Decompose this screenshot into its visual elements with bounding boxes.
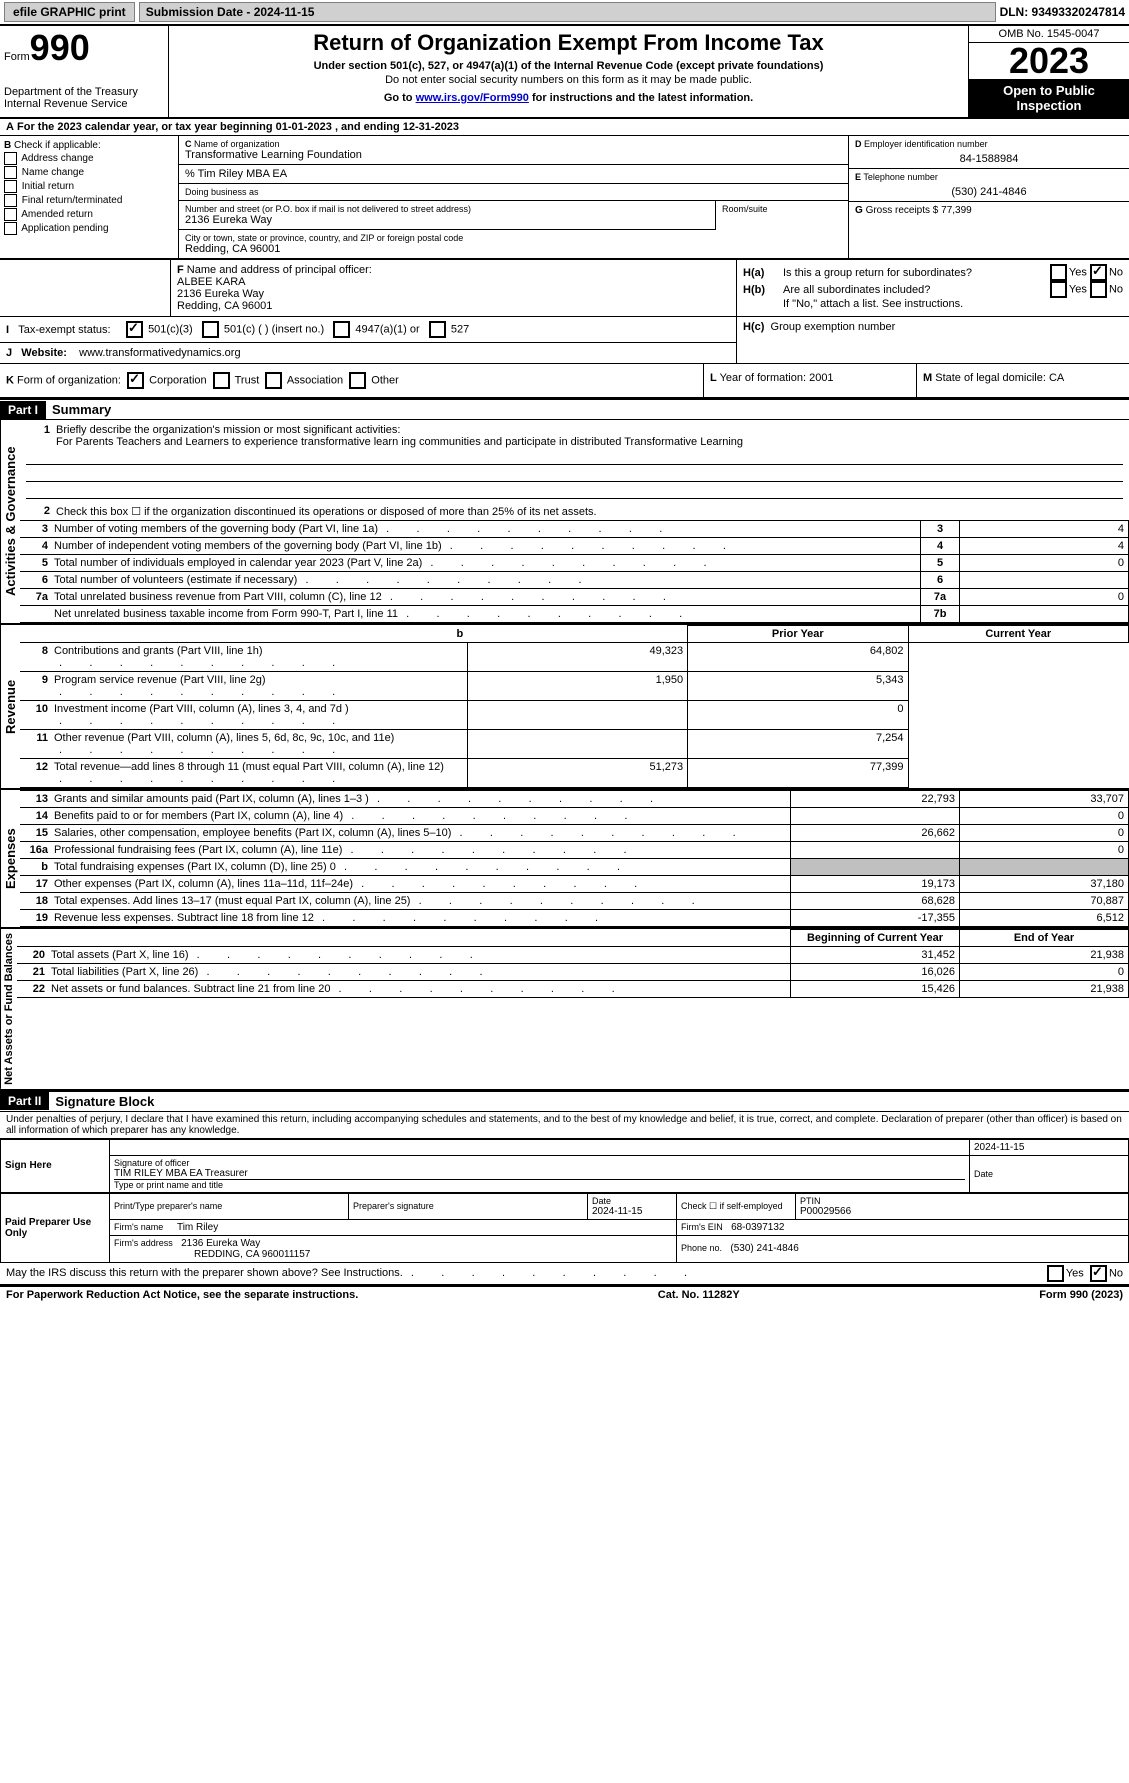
officer-addr: 2136 Eureka Way [177, 288, 730, 300]
table-row: 11Other revenue (Part VIII, column (A), … [20, 730, 1129, 759]
check-application-pending[interactable]: Application pending [4, 222, 174, 235]
table-row: 7aTotal unrelated business revenue from … [20, 589, 1129, 606]
calendar-year-row: A For the 2023 calendar year, or tax yea… [0, 119, 1129, 136]
org-name: Transformative Learning Foundation [185, 149, 842, 161]
check-501c3[interactable] [126, 321, 143, 338]
net-assets-section: Net Assets or Fund Balances Beginning of… [0, 929, 1129, 1091]
care-of: % Tim Riley MBA EA [185, 168, 842, 180]
open-to-public: Open to Public Inspection [969, 79, 1129, 117]
top-toolbar: efile GRAPHIC print Submission Date - 20… [0, 0, 1129, 26]
form-title: Return of Organization Exempt From Incom… [173, 30, 964, 56]
declaration: Under penalties of perjury, I declare th… [0, 1112, 1129, 1139]
section-klm: K Form of organization: Corporation Trus… [0, 364, 1129, 399]
firm-ein: 68-0397132 [731, 1222, 784, 1233]
part-i-body: Activities & Governance 1Briefly describ… [0, 420, 1129, 625]
table-row: 3Number of voting members of the governi… [20, 521, 1129, 538]
table-row: 15Salaries, other compensation, employee… [20, 825, 1129, 842]
info-grid: B Check if applicable: Address change Na… [0, 136, 1129, 260]
sign-here-block: Sign Here 2024-11-15 Signature of office… [0, 1139, 1129, 1193]
part-ii-header: Part II Signature Block [0, 1091, 1129, 1112]
check-4947[interactable] [333, 321, 350, 338]
table-row: 13Grants and similar amounts paid (Part … [20, 791, 1129, 808]
check-name-change[interactable]: Name change [4, 166, 174, 179]
ein: 84-1588984 [855, 149, 1123, 165]
mission-text: For Parents Teachers and Learners to exp… [26, 436, 1123, 448]
city-state-zip: Redding, CA 96001 [185, 243, 842, 255]
side-expenses: Expenses [0, 790, 20, 927]
side-net-assets: Net Assets or Fund Balances [0, 929, 17, 1089]
form-subtitle-2: Do not enter social security numbers on … [173, 74, 964, 86]
check-association[interactable] [265, 372, 282, 389]
table-row: 20Total assets (Part X, line 16) 31,4522… [17, 947, 1129, 964]
sign-date: 2024-11-15 [970, 1139, 1129, 1155]
form-header: Form990 Department of the Treasury Inter… [0, 26, 1129, 119]
paid-preparer-block: Paid Preparer Use Only Print/Type prepar… [0, 1193, 1129, 1263]
ptin: P00029566 [800, 1206, 1124, 1217]
side-revenue: Revenue [0, 625, 20, 788]
table-row: 21Total liabilities (Part X, line 26) 16… [17, 964, 1129, 981]
dln-label: DLN: 93493320247814 [1000, 5, 1125, 19]
submission-date: Submission Date - 2024-11-15 [139, 2, 996, 22]
table-row: 5Total number of individuals employed in… [20, 555, 1129, 572]
check-trust[interactable] [213, 372, 230, 389]
firm-name: Tim Riley [177, 1222, 218, 1233]
table-row: 6Total number of volunteers (estimate if… [20, 572, 1129, 589]
expenses-section: Expenses 13Grants and similar amounts pa… [0, 790, 1129, 929]
table-row: 10Investment income (Part VIII, column (… [20, 701, 1129, 730]
website: www.transformativedynamics.org [79, 347, 240, 359]
part-i-header: Part I Summary [0, 399, 1129, 420]
table-row: 8Contributions and grants (Part VIII, li… [20, 643, 1129, 672]
firm-address: 2136 Eureka Way [181, 1238, 260, 1249]
check-final-return[interactable]: Final return/terminated [4, 194, 174, 207]
department-label: Department of the Treasury Internal Reve… [4, 86, 164, 110]
officer-city: Redding, CA 96001 [177, 300, 730, 312]
table-row: Net unrelated business taxable income fr… [20, 606, 1129, 623]
check-initial-return[interactable]: Initial return [4, 180, 174, 193]
check-corporation[interactable] [127, 372, 144, 389]
check-amended-return[interactable]: Amended return [4, 208, 174, 221]
efile-button[interactable]: efile GRAPHIC print [4, 2, 135, 22]
table-row: 4Number of independent voting members of… [20, 538, 1129, 555]
side-activities: Activities & Governance [0, 420, 20, 623]
table-row: 17Other expenses (Part IX, column (A), l… [20, 876, 1129, 893]
tax-year: 2023 [969, 43, 1129, 79]
table-row: 16aProfessional fundraising fees (Part I… [20, 842, 1129, 859]
form-subtitle-1: Under section 501(c), 527, or 4947(a)(1)… [173, 60, 964, 72]
officer-name: ALBEE KARA [177, 276, 730, 288]
year-formation: 2001 [809, 372, 833, 384]
officer-signature: TIM RILEY MBA EA Treasurer [114, 1168, 965, 1179]
revenue-section: Revenue b Prior Year Current Year 8Contr… [0, 625, 1129, 790]
firm-phone: (530) 241-4846 [730, 1243, 798, 1254]
form-link-row: Go to www.irs.gov/Form990 for instructio… [173, 92, 964, 104]
table-row: 14Benefits paid to or for members (Part … [20, 808, 1129, 825]
telephone: (530) 241-4846 [855, 182, 1123, 198]
form-word: Form [4, 51, 30, 63]
section-c: C Name of organization Transformative Le… [179, 136, 849, 258]
irs-link[interactable]: www.irs.gov/Form990 [416, 92, 529, 104]
table-row: 22Net assets or fund balances. Subtract … [17, 981, 1129, 998]
section-i-j: I Tax-exempt status: 501(c)(3) 501(c) ( … [0, 317, 1129, 364]
check-address-change[interactable]: Address change [4, 152, 174, 165]
table-row: 9Program service revenue (Part VIII, lin… [20, 672, 1129, 701]
check-501c[interactable] [202, 321, 219, 338]
section-f-h: F Name and address of principal officer:… [0, 260, 1129, 317]
street-address: 2136 Eureka Way [185, 214, 709, 226]
section-deg: D Employer identification number 84-1588… [849, 136, 1129, 258]
footer: For Paperwork Reduction Act Notice, see … [0, 1286, 1129, 1303]
discuss-row: May the IRS discuss this return with the… [0, 1263, 1129, 1286]
gross-receipts: 77,399 [941, 205, 972, 216]
state-domicile: CA [1049, 372, 1064, 384]
section-b: B Check if applicable: Address change Na… [0, 136, 179, 258]
table-row: 18Total expenses. Add lines 13–17 (must … [20, 893, 1129, 910]
table-row: 19Revenue less expenses. Subtract line 1… [20, 910, 1129, 927]
table-row: bTotal fundraising expenses (Part IX, co… [20, 859, 1129, 876]
check-other[interactable] [349, 372, 366, 389]
table-row: 12Total revenue—add lines 8 through 11 (… [20, 759, 1129, 788]
check-527[interactable] [429, 321, 446, 338]
form-number: 990 [30, 27, 90, 68]
